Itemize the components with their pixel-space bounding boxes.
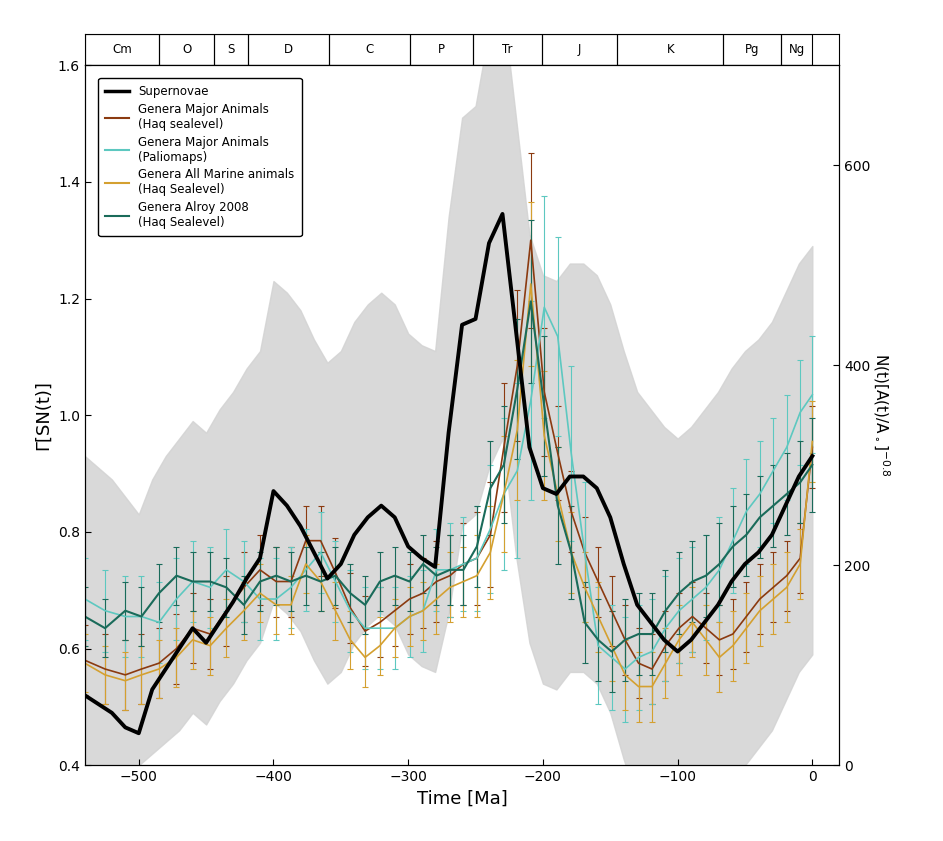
Legend: Supernovae, Genera Major Animals
(Haq sealevel), Genera Major Animals
(Paliomaps: Supernovae, Genera Major Animals (Haq se…: [98, 78, 302, 236]
Y-axis label: N(t)[A(t)/A$_\circ$]$^{-0.8}$: N(t)[A(t)/A$_\circ$]$^{-0.8}$: [870, 353, 891, 477]
Text: P: P: [438, 43, 445, 56]
Bar: [85, 34, 159, 65]
Bar: [723, 34, 782, 65]
Bar: [472, 34, 541, 65]
Text: O: O: [182, 43, 191, 56]
Bar: [617, 34, 723, 65]
Text: Cm: Cm: [112, 43, 132, 56]
Text: D: D: [284, 43, 293, 56]
Y-axis label: Γ[SN(t)]: Γ[SN(t)]: [34, 380, 52, 450]
Text: Pg: Pg: [745, 43, 760, 56]
Bar: [159, 34, 214, 65]
Text: Tr: Tr: [502, 43, 512, 56]
Bar: [214, 34, 248, 65]
X-axis label: Time [Ma]: Time [Ma]: [417, 790, 507, 807]
Text: J: J: [577, 43, 581, 56]
Text: K: K: [667, 43, 674, 56]
Bar: [329, 34, 409, 65]
Text: Ng: Ng: [788, 43, 805, 56]
Bar: [541, 34, 617, 65]
Text: C: C: [365, 43, 373, 56]
Text: S: S: [227, 43, 235, 56]
Bar: [782, 34, 812, 65]
Bar: [409, 34, 472, 65]
Bar: [248, 34, 329, 65]
